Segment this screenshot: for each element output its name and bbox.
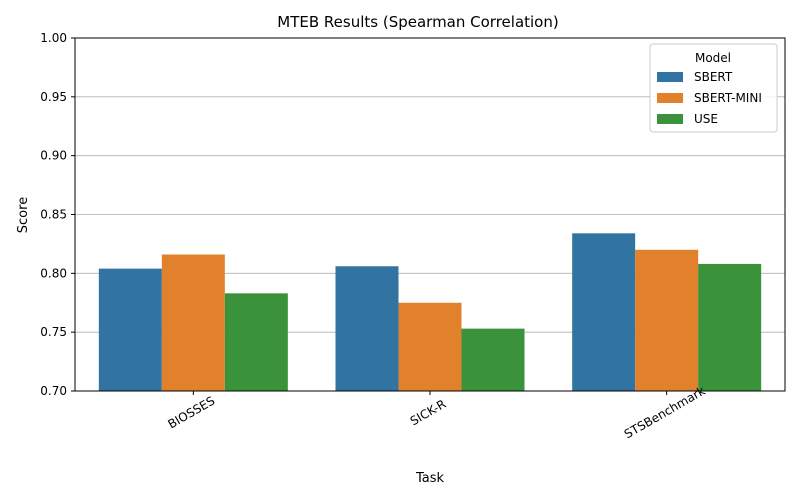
y-tick-label: 0.80 bbox=[40, 266, 67, 280]
legend-label: USE bbox=[694, 112, 718, 126]
legend-label: SBERT-MINI bbox=[694, 91, 762, 105]
x-tick-label: SICK-R bbox=[408, 397, 449, 429]
x-tick-label: BIOSSES bbox=[165, 394, 217, 432]
bar-use-stsbenchmark bbox=[698, 263, 762, 391]
bar-use-biosses bbox=[224, 293, 288, 391]
y-tick-label: 0.95 bbox=[40, 90, 67, 104]
y-axis-ticks: 0.70 0.75 0.80 0.85 0.90 0.95 1.00 bbox=[40, 31, 75, 398]
legend-swatch bbox=[657, 72, 683, 82]
y-tick-label: 1.00 bbox=[40, 31, 67, 45]
y-tick-label: 0.85 bbox=[40, 208, 67, 222]
legend-swatch bbox=[657, 93, 683, 103]
y-tick-label: 0.75 bbox=[40, 325, 67, 339]
x-axis-ticks: BIOSSES SICK-R STSBenchmark bbox=[165, 384, 707, 442]
bar-sbert-mini-sick-r bbox=[398, 302, 462, 391]
y-tick-label: 0.90 bbox=[40, 149, 67, 163]
legend-swatch bbox=[657, 114, 683, 124]
legend: Model SBERT SBERT-MINI USE bbox=[649, 43, 778, 133]
y-tick-label: 0.70 bbox=[40, 384, 67, 398]
legend-title: Model bbox=[695, 51, 731, 65]
bars bbox=[98, 233, 762, 391]
legend-label: SBERT bbox=[694, 70, 733, 84]
bar-use-sick-r bbox=[461, 328, 525, 391]
bar-sbert-biosses bbox=[98, 268, 162, 391]
bar-sbert-mini-stsbenchmark bbox=[635, 249, 699, 391]
bar-sbert-stsbenchmark bbox=[572, 233, 636, 391]
bar-sbert-mini-biosses bbox=[161, 254, 225, 391]
legend-box bbox=[649, 43, 778, 133]
x-tick-label: STSBenchmark bbox=[622, 384, 708, 442]
chart-title: MTEB Results (Spearman Correlation) bbox=[277, 13, 558, 31]
x-axis-label: Task bbox=[415, 471, 445, 486]
bar-sbert-sick-r bbox=[335, 266, 399, 391]
y-axis-label: Score bbox=[16, 197, 31, 233]
